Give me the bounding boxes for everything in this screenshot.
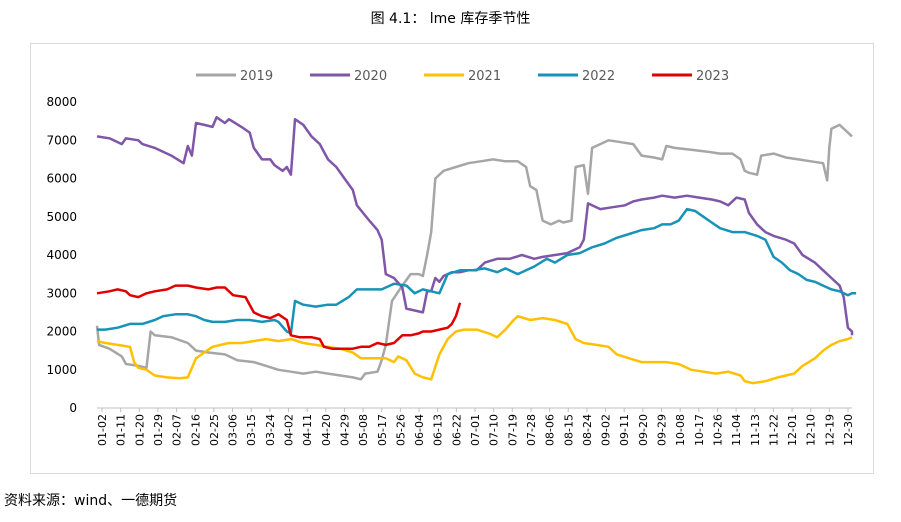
- series-line-2019: [95, 123, 853, 381]
- x-tick-label: 04-02: [283, 414, 296, 446]
- y-axis: 0 1000 2000 3000 4000 5000 6000 7000 8000: [46, 95, 77, 415]
- line-chart: 2019 2020 2021 2022 2023 0 1000 2000 3000 4000 50…: [46, 69, 857, 446]
- x-tick-label: 12-19: [823, 414, 836, 446]
- y-tick-label: 3000: [46, 286, 77, 300]
- x-tick-label: 03-15: [245, 414, 258, 446]
- x-tick-label: 09-02: [600, 414, 613, 446]
- series-group: [95, 116, 857, 385]
- x-tick-label: 09-11: [618, 414, 631, 446]
- x-tick-label: 07-10: [488, 414, 501, 446]
- x-tick-label: 04-20: [320, 414, 333, 446]
- x-tick-label: 04-11: [301, 414, 314, 446]
- x-tick-label: 12-10: [805, 414, 818, 446]
- x-tick-label: 01-02: [96, 414, 109, 446]
- y-tick-label: 2000: [46, 325, 77, 339]
- x-tick-label: 06-13: [432, 414, 445, 446]
- x-tick-label: 11-22: [767, 414, 780, 446]
- source-note: 资料来源：wind、一德期货: [4, 493, 178, 509]
- x-tick-label: 05-08: [357, 414, 370, 446]
- y-tick-label: 5000: [46, 210, 77, 224]
- x-tick-label: 02-25: [208, 414, 221, 446]
- series-line-2021: [96, 314, 853, 385]
- series-line-2022: [97, 207, 857, 335]
- series-line-2020: [96, 116, 854, 336]
- legend-label-2020: 2020: [354, 69, 387, 84]
- x-tick-label: 10-17: [693, 414, 706, 446]
- chart-title: 图 4.1： lme 库存季节性: [370, 11, 531, 27]
- x-tick-label: 09-29: [656, 414, 669, 446]
- x-tick-label: 08-24: [581, 414, 594, 446]
- x-tick-label: 07-28: [525, 414, 538, 446]
- x-tick-label: 06-22: [450, 414, 463, 446]
- x-tick-label: 01-29: [152, 414, 165, 446]
- legend-label-2019: 2019: [240, 69, 273, 84]
- legend: 2019 2020 2021 2022 2023: [196, 69, 729, 84]
- x-tick-label: 03-24: [264, 414, 277, 446]
- x-tick-label: 03-06: [227, 414, 240, 446]
- x-tick-label: 01-11: [115, 414, 128, 446]
- x-tick-label: 01-20: [133, 414, 146, 446]
- x-tick-label: 09-20: [637, 414, 650, 446]
- y-tick-label: 1000: [46, 363, 77, 377]
- x-tick-label: 02-07: [171, 414, 184, 446]
- x-tick-label: 02-16: [189, 414, 202, 446]
- y-tick-label: 0: [69, 401, 77, 415]
- series-line-2023: [96, 284, 462, 350]
- legend-label-2023: 2023: [696, 69, 729, 84]
- x-tick-label: 11-04: [730, 414, 743, 446]
- x-tick-label: 07-01: [469, 414, 482, 446]
- x-tick-label: 06-04: [413, 414, 426, 446]
- x-tick-label: 10-08: [674, 414, 687, 446]
- legend-label-2021: 2021: [468, 69, 501, 84]
- x-tick-label: 12-30: [842, 414, 855, 446]
- x-tick-label: 11-13: [749, 414, 762, 446]
- x-tick-label: 12-01: [786, 414, 799, 446]
- chart-frame: [30, 43, 874, 474]
- y-tick-label: 6000: [46, 172, 77, 186]
- legend-label-2022: 2022: [582, 69, 615, 84]
- x-axis: 01-02 01-11 01-20 01-29 02-07 02-16 02-25 03-06…: [96, 407, 855, 446]
- x-tick-label: 05-26: [394, 414, 407, 446]
- x-tick-label: 04-29: [338, 414, 351, 446]
- x-tick-label: 05-17: [376, 414, 389, 446]
- y-tick-label: 7000: [46, 133, 77, 147]
- x-tick-label: 07-19: [506, 414, 519, 446]
- y-tick-label: 4000: [46, 248, 77, 262]
- x-tick-label: 10-26: [711, 414, 724, 446]
- y-tick-label: 8000: [46, 95, 77, 109]
- x-tick-label: 08-06: [544, 414, 557, 446]
- x-tick-label: 08-15: [562, 414, 575, 446]
